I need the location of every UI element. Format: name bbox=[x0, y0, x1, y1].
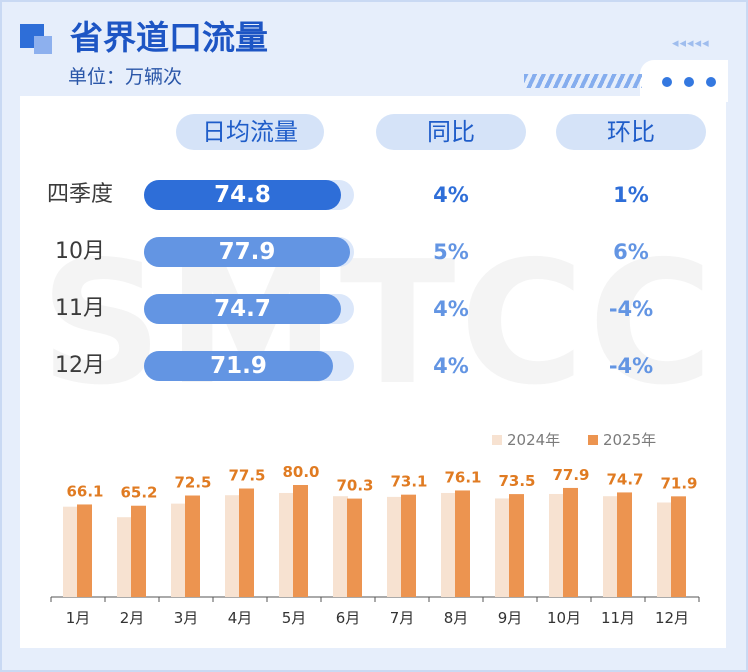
x-tick-label: 7月 bbox=[390, 609, 415, 627]
bar-2024 bbox=[495, 498, 510, 597]
value-bar: 74.8 bbox=[144, 180, 341, 210]
legend-label-2024: 2024年 bbox=[507, 431, 561, 449]
bar-2025 bbox=[563, 487, 578, 597]
bar-2024 bbox=[279, 492, 294, 597]
legend-label-2025: 2025年 bbox=[603, 431, 657, 449]
yoy-value: 5% bbox=[433, 240, 469, 264]
mom-value: 6% bbox=[613, 240, 649, 264]
x-tick-label: 11月 bbox=[601, 609, 635, 627]
data-label-2025: 71.9 bbox=[660, 474, 697, 492]
row-label: 四季度 bbox=[46, 182, 113, 207]
bar-2025 bbox=[671, 496, 686, 597]
bar-2024 bbox=[333, 496, 348, 597]
bar-2024 bbox=[171, 503, 186, 597]
bar-2024 bbox=[549, 493, 564, 597]
bar-2024 bbox=[387, 496, 402, 597]
column-header-daily-flow: 日均流量 bbox=[176, 114, 324, 150]
x-tick-label: 10月 bbox=[547, 609, 581, 627]
bar-2025 bbox=[401, 494, 416, 597]
mom-value: 1% bbox=[613, 183, 649, 207]
x-tick-label: 12月 bbox=[655, 609, 689, 627]
bar-2025 bbox=[293, 485, 308, 597]
dot-icon bbox=[684, 77, 694, 87]
bar-2025 bbox=[185, 495, 200, 597]
bar-2024 bbox=[441, 492, 456, 597]
bar-2024 bbox=[225, 495, 240, 597]
unit-label: 单位：万辆次 bbox=[68, 66, 183, 88]
page-title: 省界道口流量 bbox=[70, 18, 268, 57]
bar-2025 bbox=[239, 488, 254, 597]
value-bar: 77.9 bbox=[144, 237, 350, 267]
value-bar: 74.7 bbox=[144, 294, 341, 324]
data-label-2025: 70.3 bbox=[336, 477, 373, 495]
data-label-2025: 66.1 bbox=[66, 482, 103, 500]
yoy-value: 4% bbox=[433, 183, 469, 207]
arrows-decoration-icon: ◂◂◂◂◂ bbox=[672, 36, 710, 51]
x-tick-label: 2月 bbox=[120, 609, 145, 627]
x-tick-label: 3月 bbox=[174, 609, 199, 627]
mom-value: -4% bbox=[608, 354, 654, 378]
bar-2025 bbox=[617, 492, 632, 597]
bar-2025 bbox=[131, 505, 146, 597]
column-header-mom: 环比 bbox=[556, 114, 706, 150]
x-tick-label: 1月 bbox=[66, 609, 91, 627]
data-label-2025: 77.5 bbox=[228, 467, 265, 485]
stripe-decoration bbox=[524, 74, 642, 88]
dot-icon bbox=[662, 77, 672, 87]
title-square-accent-icon bbox=[34, 36, 52, 54]
mom-value: -4% bbox=[608, 297, 654, 321]
legend-item-2025: 2025年 bbox=[588, 430, 656, 450]
bar-2025 bbox=[347, 498, 362, 597]
data-label-2025: 73.1 bbox=[390, 473, 427, 491]
data-label-2025: 80.0 bbox=[282, 463, 319, 481]
column-header-yoy: 同比 bbox=[376, 114, 526, 150]
dot-icon bbox=[706, 77, 716, 87]
data-label-2025: 74.7 bbox=[606, 470, 643, 488]
data-label-2025: 73.5 bbox=[498, 472, 535, 490]
data-label-2025: 77.9 bbox=[552, 466, 589, 484]
bar-2024 bbox=[603, 496, 618, 597]
bar-2025 bbox=[509, 494, 524, 597]
data-label-2025: 72.5 bbox=[174, 474, 211, 492]
bar-2024 bbox=[657, 502, 672, 597]
legend-swatch-2025 bbox=[588, 435, 598, 445]
yoy-value: 4% bbox=[433, 354, 469, 378]
bar-2024 bbox=[117, 517, 132, 597]
legend-swatch-2024 bbox=[492, 435, 502, 445]
yoy-value: 4% bbox=[433, 297, 469, 321]
x-tick-label: 5月 bbox=[282, 609, 307, 627]
value-bar: 71.9 bbox=[144, 351, 333, 381]
data-label-2025: 65.2 bbox=[120, 484, 157, 502]
bar-2024 bbox=[63, 506, 78, 597]
x-tick-label: 8月 bbox=[444, 609, 469, 627]
legend-item-2024: 2024年 bbox=[492, 430, 560, 450]
row-label: 11月 bbox=[55, 296, 105, 321]
row-label: 12月 bbox=[55, 353, 105, 378]
bar-2025 bbox=[77, 504, 92, 597]
bar-2025 bbox=[455, 490, 470, 597]
x-tick-label: 9月 bbox=[498, 609, 523, 627]
x-tick-label: 6月 bbox=[336, 609, 361, 627]
row-label: 10月 bbox=[55, 239, 105, 264]
x-tick-label: 4月 bbox=[228, 609, 253, 627]
data-label-2025: 76.1 bbox=[444, 468, 481, 486]
